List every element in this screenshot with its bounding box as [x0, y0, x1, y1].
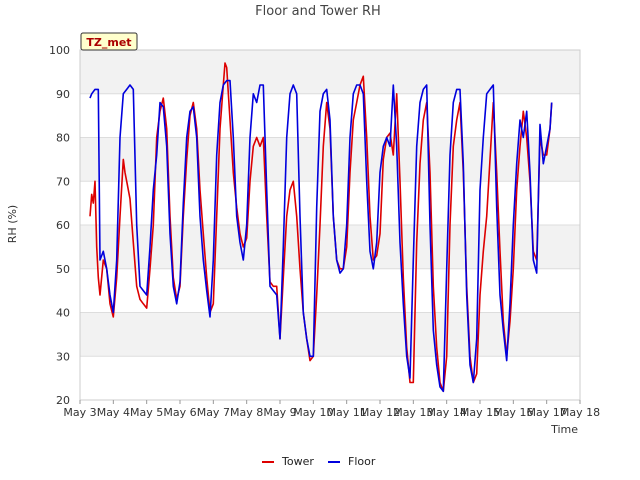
y-tick-label: 100	[49, 44, 70, 57]
x-tick-label: May 18	[560, 406, 600, 419]
x-tick-label: May 13	[393, 406, 433, 419]
badge-label: TZ_met	[86, 36, 131, 49]
tz-met-badge: TZ_met	[80, 32, 138, 51]
chart-title: Floor and Tower RH	[255, 4, 381, 19]
x-tick-label: May 10	[293, 406, 333, 419]
x-tick-label: May 7	[197, 406, 230, 419]
x-tick-label: May 14	[427, 406, 467, 419]
badge-box	[80, 32, 138, 51]
legend-label-tower: Tower	[281, 455, 314, 468]
x-tick-label: May 12	[360, 406, 400, 419]
y-tick-label: 50	[56, 263, 70, 276]
x-tick-label: May 9	[263, 406, 296, 419]
series-line-floor	[89, 79, 553, 393]
x-tick-label: May 11	[327, 406, 367, 419]
x-tick-label: May 16	[493, 406, 533, 419]
x-tick-label: May 5	[130, 406, 163, 419]
y-tick-label: 70	[56, 175, 70, 188]
x-tick-label: May 4	[97, 406, 130, 419]
series-lines	[89, 62, 553, 393]
x-axis-label: Time	[550, 423, 578, 436]
y-axis-label: RH (%)	[6, 205, 19, 243]
x-tick-label: May 15	[460, 406, 500, 419]
y-tick-label: 30	[56, 350, 70, 363]
x-tick-label: May 3	[63, 406, 96, 419]
y-tick-label: 40	[56, 307, 70, 320]
plot-frame	[79, 49, 581, 401]
y-tick-label: 80	[56, 132, 70, 145]
y-axis-ticks: 20 30 40 50 60 70 80 90 100	[49, 44, 70, 407]
plot-band	[80, 50, 580, 94]
x-tick-label: May 8	[230, 406, 263, 419]
plot-band	[80, 268, 580, 313]
x-tick-label: May 17	[527, 406, 567, 419]
legend-label-floor: Floor	[348, 455, 376, 468]
legend: Tower Floor	[262, 455, 376, 468]
y-tick-label: 20	[56, 394, 70, 407]
y-tick-label: 90	[56, 88, 70, 101]
plot-band	[80, 312, 580, 357]
x-tick-label: May 6	[163, 406, 196, 419]
plot-band	[80, 225, 580, 269]
y-tick-label: 60	[56, 219, 70, 232]
plot-band	[80, 356, 580, 400]
